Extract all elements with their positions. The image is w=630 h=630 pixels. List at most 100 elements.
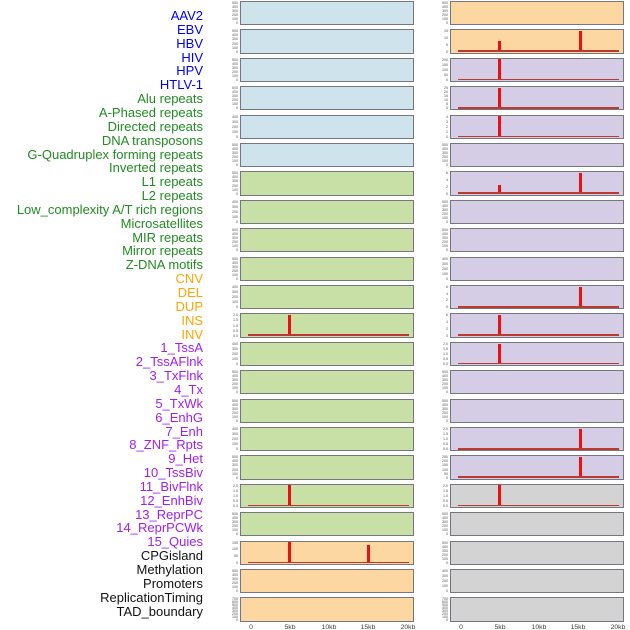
x-tick-label: 5kb: [494, 622, 506, 630]
track-panel: [450, 540, 624, 565]
feature-label: CPGisland: [140, 548, 203, 564]
y-tick-label: 4: [445, 114, 448, 119]
y-tick-label: 0: [445, 134, 448, 139]
y-tick-label: 400: [231, 199, 238, 204]
y-tick-label: 500: [231, 171, 238, 176]
track-panel: [450, 427, 624, 452]
signal-baseline: [458, 448, 619, 451]
y-tick-label: 2: [445, 298, 448, 303]
y-tick-label: 100: [231, 386, 238, 391]
feature-label: L1 repeats: [141, 174, 203, 190]
x-tick-label: 15kb: [360, 622, 376, 630]
y-tick-label: 150: [231, 540, 238, 545]
y-tick-label: 700: [441, 597, 448, 602]
y-tick-label: 100: [441, 386, 448, 391]
y-tick-label: 300: [231, 236, 238, 241]
signal-spike: [579, 286, 583, 308]
y-tick-label: 300: [231, 346, 238, 351]
signal-baseline: [458, 107, 619, 109]
y-tick-label: 100: [441, 467, 448, 472]
y-tick-label: 400: [441, 544, 448, 549]
y-tick-label: 100: [231, 244, 238, 249]
y-tick-label: 0: [445, 588, 448, 593]
y-tick-label: 400: [441, 402, 448, 407]
y-tick-label: 400: [231, 89, 238, 95]
y-tick-label: 0: [235, 49, 238, 54]
track-panel: [450, 483, 624, 508]
signal-spike: [288, 542, 292, 564]
feature-label: 10_TssBiv: [143, 465, 203, 481]
track-panel: [450, 171, 624, 196]
y-tick-label: 600: [441, 600, 448, 605]
feature-label: 9_Het: [168, 451, 203, 467]
y-tick-label: 100: [441, 16, 448, 21]
y-tick-label: 100: [231, 614, 238, 619]
y-tick-label: 300: [231, 204, 238, 209]
y-tick-label: 6: [445, 284, 448, 289]
y-tick-label: 200: [231, 154, 238, 159]
y-tick-label: 100: [441, 271, 448, 276]
y-tick-label: 15: [443, 94, 448, 99]
track-panel: [450, 57, 624, 82]
y-tick-label: 300: [441, 236, 448, 241]
y-tick-label: 100: [441, 414, 448, 419]
y-tick-label: 300: [231, 179, 238, 184]
y-tick-label: 200: [231, 294, 238, 299]
y-tick-label: 300: [441, 150, 448, 155]
y-tick-label: 5: [445, 102, 448, 107]
y-tick-label: 2: [445, 326, 448, 331]
y-tick-label: 200: [441, 57, 448, 62]
y-tick-label: 100: [441, 556, 448, 561]
y-tick-label: 15: [443, 29, 448, 34]
signal-spike: [288, 485, 292, 507]
y-tick-label: 500: [231, 369, 238, 374]
x-tick-label: 0: [248, 622, 253, 630]
y-tick-label: 200: [231, 467, 238, 472]
y-tick-label: 1.0: [442, 351, 448, 356]
signal-spike: [579, 172, 583, 195]
y-tick-label: 300: [231, 463, 238, 468]
y-tick-label: 100: [441, 244, 448, 249]
y-tick-label: 400: [441, 515, 448, 521]
y-tick-label: 100: [231, 272, 238, 277]
track-panel: [240, 398, 414, 423]
y-tick-label: 200: [231, 611, 238, 616]
y-tick-label: 50: [443, 471, 448, 476]
signal-spike: [498, 314, 502, 337]
x-tick-label: 5kb: [284, 622, 296, 630]
y-tick-label: 6: [445, 313, 448, 318]
y-tick-label: 2: [445, 184, 448, 189]
signal-spike: [498, 116, 502, 138]
y-tick-label: 500: [231, 85, 238, 90]
y-tick-label: 100: [441, 528, 448, 533]
y-tick-label: 500: [441, 398, 448, 403]
y-tick-label: 4: [445, 291, 448, 296]
y-tick-label: 300: [231, 431, 238, 436]
signal-baseline: [458, 362, 619, 365]
y-tick-label: 0: [445, 219, 448, 224]
y-tick-label: 300: [231, 576, 238, 581]
y-tick-label: 0.5: [232, 498, 238, 503]
feature-label: Low_complexity A/T rich regions: [16, 201, 203, 217]
y-tick-label: 300: [441, 207, 448, 212]
y-tick-label: 1.5: [232, 488, 238, 493]
y-tick-label: 0: [235, 276, 238, 281]
signal-spike: [498, 40, 502, 53]
y-tick-label: 300: [441, 608, 448, 613]
y-tick-label: 500: [441, 199, 448, 204]
track-panel: [240, 597, 414, 622]
y-tick-label: 0.0: [442, 446, 448, 451]
y-tick-label: 500: [441, 227, 448, 232]
y-tick-label: 1.0: [442, 493, 448, 498]
y-tick-label: 0: [235, 617, 238, 622]
y-tick-label: 200: [441, 524, 448, 529]
y-tick-label: 400: [231, 146, 238, 151]
signal-baseline: [458, 78, 619, 81]
y-tick-label: 0: [445, 191, 448, 196]
y-tick-label: 300: [231, 150, 238, 155]
y-tick-label: 100: [231, 441, 238, 446]
y-tick-label: 100: [231, 102, 238, 107]
signal-baseline: [248, 334, 409, 336]
y-tick-label: 300: [231, 94, 238, 99]
track-panel: [450, 256, 624, 281]
